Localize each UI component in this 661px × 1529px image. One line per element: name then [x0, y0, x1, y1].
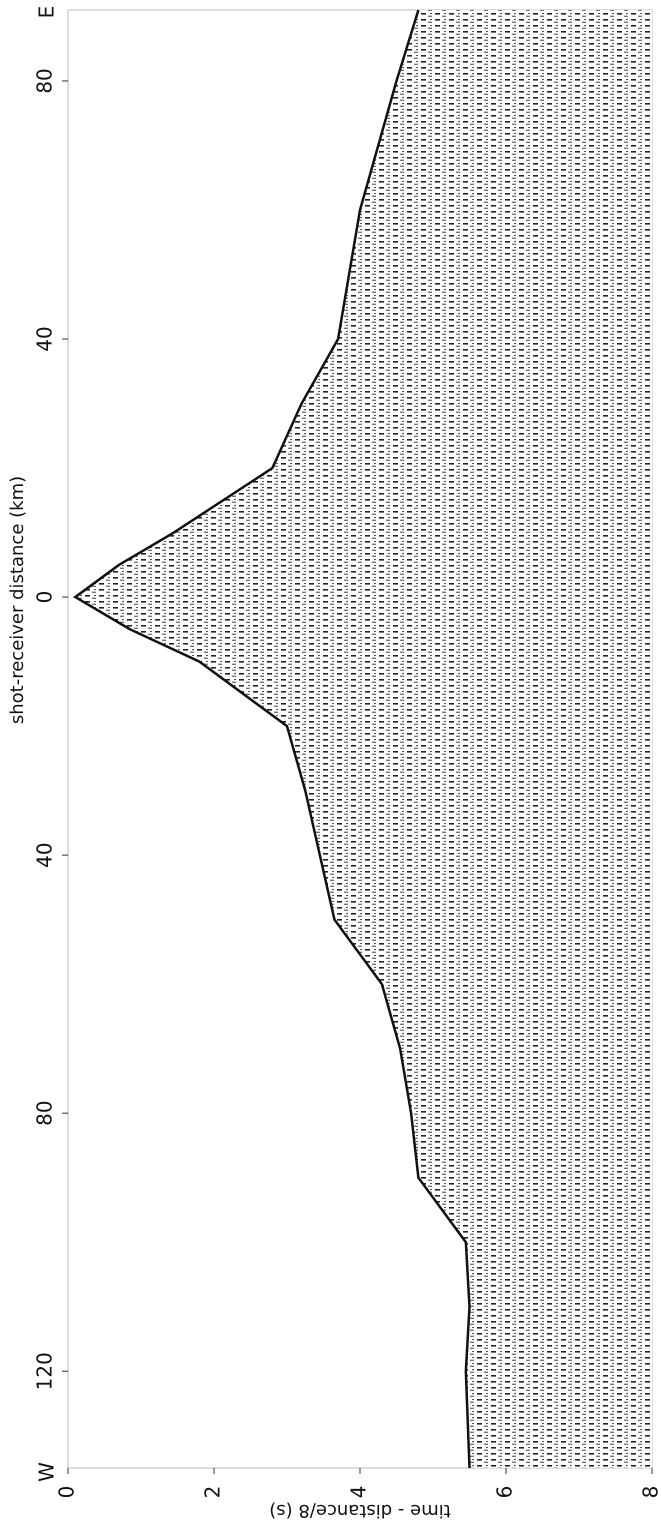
- wavefield-area: [75, 10, 652, 1468]
- chart: shot-receiver distance (km) time - dista…: [0, 0, 661, 1525]
- east-label: E: [35, 6, 59, 19]
- x-axis-title: time - distance/8 (s): [269, 1500, 451, 1521]
- y-tick-label: 80: [33, 1100, 57, 1125]
- x-tick-label: 6: [493, 1486, 517, 1499]
- x-tick-label: 4: [347, 1486, 371, 1499]
- x-tick-label: 2: [201, 1486, 225, 1499]
- y-tick-label: 120: [33, 1352, 57, 1390]
- page: {"chart_data": { "type": "area", "x_labe…: [0, 0, 661, 1525]
- x-tick-label: 0: [55, 1486, 79, 1499]
- y-tick-label: 40: [33, 842, 57, 867]
- x-tick-label: 8: [639, 1486, 661, 1499]
- y-tick-label: 0: [33, 591, 57, 604]
- y-tick-label: 40: [33, 326, 57, 351]
- west-label: W: [35, 1462, 59, 1482]
- y-tick-label: 80: [33, 68, 57, 93]
- y-axis-title: shot-receiver distance (km): [7, 476, 28, 724]
